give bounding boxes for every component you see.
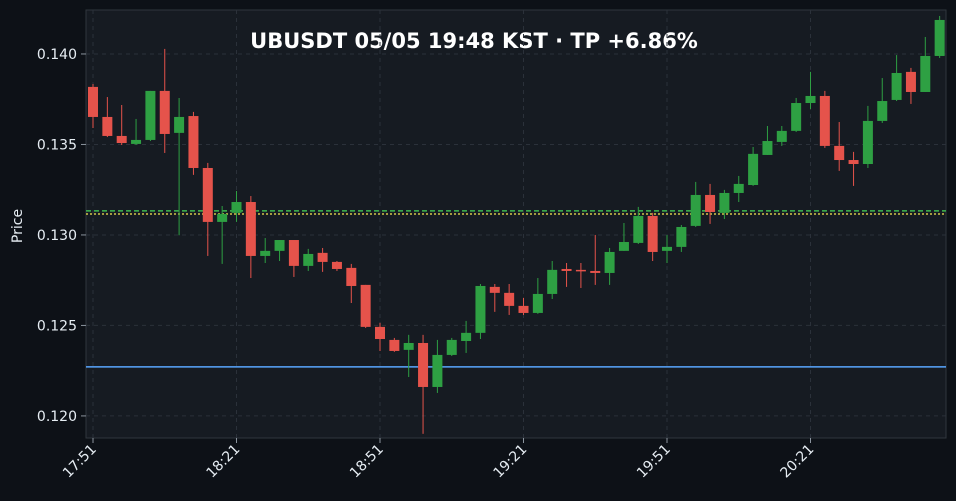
candle-body	[260, 250, 271, 256]
candle-body	[934, 19, 945, 56]
y-tick-label: 0.130	[37, 228, 77, 244]
candle-body	[705, 194, 716, 212]
candle-body	[676, 226, 687, 247]
candle-body	[719, 192, 730, 213]
candle-body	[116, 135, 127, 144]
candle-body	[590, 270, 601, 273]
candle-body	[375, 326, 385, 340]
candle-body	[432, 354, 443, 387]
candle-body	[834, 145, 845, 161]
chart-title: UBUSDT 05/05 19:48 KST · TP +6.86%	[250, 29, 698, 53]
candle-body	[575, 269, 586, 272]
candle-body	[504, 292, 515, 306]
candle-body	[446, 339, 457, 355]
candle-body	[891, 72, 902, 100]
candle-body	[905, 71, 916, 92]
candle-body	[88, 86, 98, 117]
candle-body	[475, 285, 486, 333]
candle-body	[360, 284, 371, 327]
candle-body	[862, 120, 873, 165]
candle-body	[403, 342, 414, 350]
candle-body	[647, 215, 658, 252]
candle-body	[532, 293, 543, 313]
candle-body	[662, 246, 672, 251]
candle-body	[547, 269, 558, 294]
y-tick-label: 0.125	[37, 318, 77, 334]
candle-body	[245, 202, 256, 256]
candle-body	[174, 116, 185, 133]
candle-body	[618, 242, 629, 251]
candle-body	[202, 167, 213, 222]
candle-body	[733, 183, 744, 193]
plot-area	[85, 9, 947, 439]
candle-body	[145, 90, 156, 140]
y-tick-label: 0.140	[37, 47, 77, 63]
candle-body	[159, 90, 170, 134]
candle-body	[303, 253, 314, 266]
y-tick-label: 0.120	[37, 409, 77, 425]
candle-body	[791, 103, 802, 131]
candle-body	[633, 215, 644, 243]
candle-body	[389, 339, 400, 351]
y-tick-label: 0.135	[37, 137, 77, 153]
candle-body	[848, 160, 859, 165]
candle-body	[604, 251, 615, 273]
candle-body	[489, 286, 500, 293]
candle-body	[776, 130, 787, 142]
candle-body	[690, 194, 701, 226]
candle-body	[762, 141, 773, 155]
candle-body	[102, 116, 113, 136]
candle-body	[217, 213, 228, 222]
candle-body	[748, 153, 759, 186]
candle-body	[288, 240, 299, 266]
candle-body	[231, 202, 242, 213]
y-axis-label: Price	[10, 209, 26, 243]
candle-body	[131, 139, 142, 144]
candle-body	[561, 268, 572, 271]
candle-body	[877, 101, 888, 121]
candle-body	[346, 267, 357, 286]
candle-body	[274, 240, 285, 251]
candle-body	[331, 261, 342, 269]
candle-body	[920, 55, 931, 92]
candle-body	[805, 95, 816, 104]
candle-body	[819, 95, 830, 146]
candle-body	[317, 252, 328, 262]
candle-body	[461, 332, 472, 341]
candle-body	[188, 116, 199, 168]
candle-body	[518, 305, 529, 313]
candle-body	[418, 342, 429, 387]
